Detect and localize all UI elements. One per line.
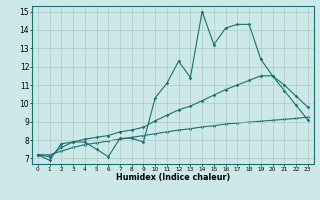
- X-axis label: Humidex (Indice chaleur): Humidex (Indice chaleur): [116, 173, 230, 182]
